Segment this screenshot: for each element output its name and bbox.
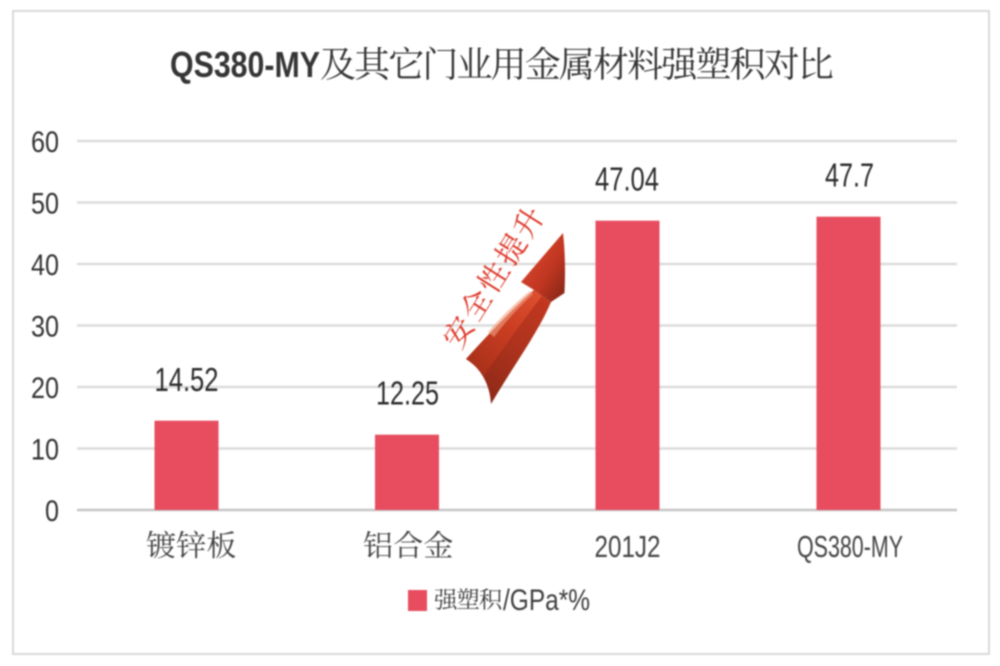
- svg-text:40: 40: [31, 249, 59, 282]
- svg-text:50: 50: [31, 188, 59, 221]
- svg-text:QS380-MY: QS380-MY: [797, 529, 903, 564]
- svg-text:201J2: 201J2: [595, 529, 661, 564]
- svg-text:47.04: 47.04: [595, 161, 659, 198]
- svg-text:0: 0: [45, 495, 59, 528]
- svg-text:47.7: 47.7: [825, 157, 874, 194]
- svg-text:14.52: 14.52: [155, 361, 219, 398]
- svg-text:30: 30: [31, 311, 59, 344]
- svg-text:10: 10: [31, 434, 59, 467]
- svg-text:60: 60: [31, 126, 59, 159]
- svg-text:12.25: 12.25: [376, 375, 439, 412]
- svg-text:20: 20: [31, 372, 59, 405]
- svg-text:QS380-MY: QS380-MY: [170, 44, 320, 85]
- svg-text:/GPa*%: /GPa*%: [503, 584, 590, 617]
